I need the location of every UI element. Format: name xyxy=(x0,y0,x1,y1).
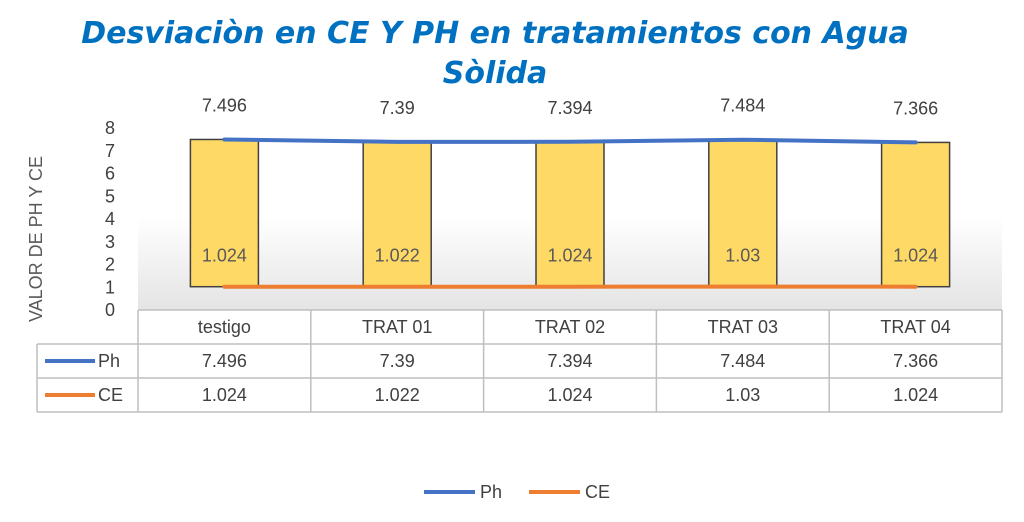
legend-label-ph: Ph xyxy=(480,482,502,502)
table-series-name: CE xyxy=(98,385,123,405)
y-tick-label: 5 xyxy=(105,186,115,206)
chart-title-line-2: Sòlida xyxy=(442,56,548,91)
x-category-label: TRAT 01 xyxy=(362,317,432,337)
y-tick-label: 4 xyxy=(105,209,115,229)
bar xyxy=(189,138,260,288)
chart-title-line-1: Desviaciòn en CE Y PH en tratamientos co… xyxy=(81,16,909,51)
y-tick-label: 8 xyxy=(105,118,115,138)
data-label-ph: 7.39 xyxy=(380,98,415,118)
table-cell-ce: 1.03 xyxy=(725,385,760,405)
x-category-label: TRAT 04 xyxy=(880,317,950,337)
table-cell-ce: 1.024 xyxy=(202,385,247,405)
table-cell-ph: 7.39 xyxy=(380,351,415,371)
data-label-ph: 7.496 xyxy=(202,95,247,115)
table-cell-ph: 7.496 xyxy=(202,351,247,371)
table-series-name: Ph xyxy=(98,351,120,371)
y-tick-label: 1 xyxy=(105,277,115,297)
y-tick-label: 6 xyxy=(105,164,115,184)
table-cell-ph: 7.366 xyxy=(893,351,938,371)
table-cell-ph: 7.394 xyxy=(547,351,592,371)
x-category-label: TRAT 02 xyxy=(535,317,605,337)
data-label-ph: 7.484 xyxy=(720,96,765,116)
y-tick-label: 2 xyxy=(105,255,115,275)
series-line-ph xyxy=(222,137,918,145)
y-tick-label: 3 xyxy=(105,232,115,252)
table-cell-ph: 7.484 xyxy=(720,351,765,371)
table-cell-ce: 1.022 xyxy=(375,385,420,405)
data-label-ce: 1.024 xyxy=(893,246,938,266)
table-cell-ce: 1.024 xyxy=(893,385,938,405)
y-axis-label: VALOR DE PH Y CE xyxy=(26,156,46,322)
data-label-ph: 7.394 xyxy=(547,98,592,118)
x-category-label: TRAT 03 xyxy=(708,317,778,337)
y-tick-label: 7 xyxy=(105,141,115,161)
x-category-label: testigo xyxy=(198,317,251,337)
y-tick-label: 0 xyxy=(105,300,115,320)
table-cell-ce: 1.024 xyxy=(547,385,592,405)
data-label-ce: 1.024 xyxy=(202,246,247,266)
chart-title: Desviaciòn en CE Y PH en tratamientos co… xyxy=(0,14,990,94)
legend-label-ce: CE xyxy=(585,482,610,502)
data-label-ph: 7.366 xyxy=(893,98,938,118)
data-label-ce: 1.024 xyxy=(547,246,592,266)
data-label-ce: 1.03 xyxy=(725,246,760,266)
data-label-ce: 1.022 xyxy=(375,246,420,266)
